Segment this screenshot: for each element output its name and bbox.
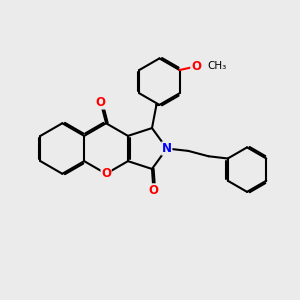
Text: CH₃: CH₃ xyxy=(208,61,227,71)
Text: O: O xyxy=(101,167,111,180)
Text: O: O xyxy=(191,60,201,73)
Text: O: O xyxy=(96,96,106,109)
Text: N: N xyxy=(162,142,172,155)
Text: O: O xyxy=(148,184,158,197)
